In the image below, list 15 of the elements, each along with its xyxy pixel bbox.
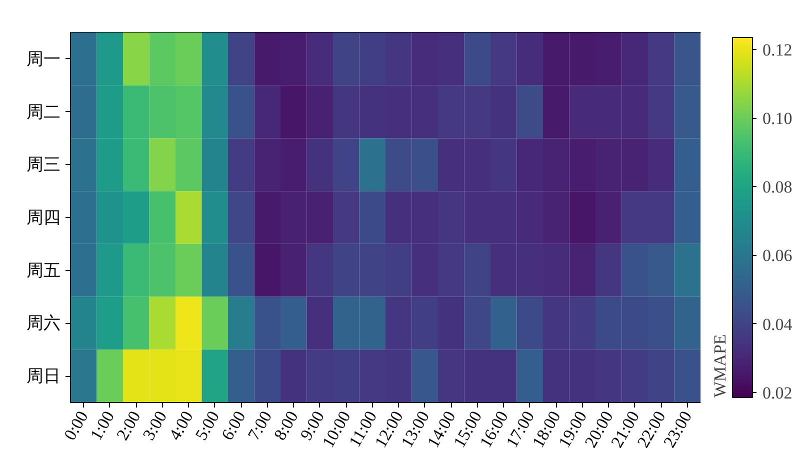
- color-bar-label: 0.10: [762, 109, 792, 128]
- y-tick-label: 周四: [26, 208, 60, 227]
- color-bar-label: 0.12: [762, 40, 792, 60]
- y-tick-label: 周日: [26, 366, 60, 386]
- y-tick-label: 周二: [26, 102, 60, 122]
- y-tick-label: 周五: [26, 260, 60, 280]
- x-tick-label: 4:00: [165, 408, 197, 444]
- y-tick-label: 周一: [26, 49, 60, 68]
- y-tick-label: 周六: [26, 314, 60, 333]
- color-bar-label: 0.02: [762, 383, 792, 402]
- color-bar-label: 0.06: [762, 246, 792, 266]
- color-bar-label: 0.04: [762, 314, 793, 334]
- color-bar-title: WMAPE: [710, 334, 730, 398]
- color-bar-label: 0.08: [762, 178, 792, 197]
- y-tick-label: 周三: [26, 155, 60, 174]
